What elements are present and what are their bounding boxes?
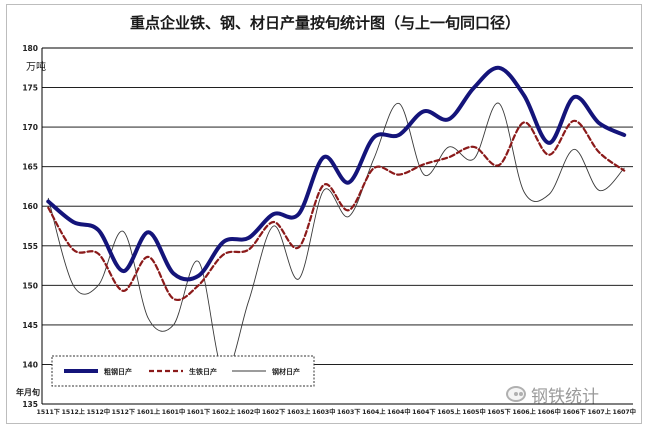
x-tick-label: 1511下 <box>37 409 60 416</box>
x-tick-label: 1605下 <box>487 409 510 416</box>
x-tick-label: 1601中 <box>162 408 185 416</box>
x-tick-label: 1604中 <box>387 408 410 416</box>
x-tick-label: 1601下 <box>187 409 210 416</box>
x-tick-label: 1603上 <box>287 408 311 416</box>
x-tick-label: 1512上 <box>62 408 86 416</box>
x-tick-label: 1604下 <box>412 409 435 416</box>
y-tick-label: 180 <box>22 44 38 53</box>
series-line-crude-steel <box>46 65 627 282</box>
watermark: 钢铁统计 <box>506 383 599 407</box>
chart-title: 重点企业铁、钢、材日产量按旬统计图（与上一旬同口径） <box>129 14 520 32</box>
legend-label: 粗钢日产 <box>104 367 132 376</box>
x-tick-label: 1604上 <box>362 408 386 416</box>
y-tick-label: 160 <box>22 202 38 211</box>
y-tick-label: 150 <box>22 281 38 290</box>
x-tick-label: 1607中 <box>613 408 636 416</box>
y-tick-label: 135 <box>22 400 38 409</box>
x-tick-label: 1601上 <box>137 408 161 416</box>
legend-label: 生铁日产 <box>189 367 217 376</box>
y-axis-unit-label: 万吨 <box>26 62 46 73</box>
x-tick-label: 1602上 <box>212 408 236 416</box>
y-tick-label: 155 <box>22 242 38 251</box>
x-tick-label: 1605上 <box>437 408 461 416</box>
x-tick-label: 1603下 <box>337 409 360 416</box>
x-tick-label: 1605中 <box>462 408 485 416</box>
y-tick-label: 175 <box>22 84 38 93</box>
y-tick-label: 140 <box>22 360 38 369</box>
x-tick-label: 1602下 <box>262 409 285 416</box>
x-tick-label: 1606中 <box>537 408 560 416</box>
x-tick-label: 1603中 <box>312 408 335 416</box>
series-line-pig-iron <box>47 119 626 301</box>
y-tick-label: 145 <box>22 321 38 330</box>
y-tick-label: 170 <box>22 123 38 132</box>
x-tick-label: 1512下 <box>112 409 135 416</box>
x-tick-label: 1607上 <box>587 408 611 416</box>
legend-label: 钢材日产 <box>272 367 300 376</box>
x-tick-label: 1512中 <box>87 408 110 416</box>
chart-frame <box>6 4 642 424</box>
x-tick-label: 1602中 <box>237 408 260 416</box>
x-tick-label: 1606上 <box>512 408 536 416</box>
x-tick-label: 1606下 <box>562 409 585 416</box>
x-axis-title: 年月旬 <box>16 388 40 397</box>
wechat-icon <box>506 386 526 402</box>
y-tick-label: 165 <box>22 163 38 172</box>
watermark-text: 钢铁统计 <box>531 386 599 407</box>
series-line-steel-products <box>47 102 625 374</box>
